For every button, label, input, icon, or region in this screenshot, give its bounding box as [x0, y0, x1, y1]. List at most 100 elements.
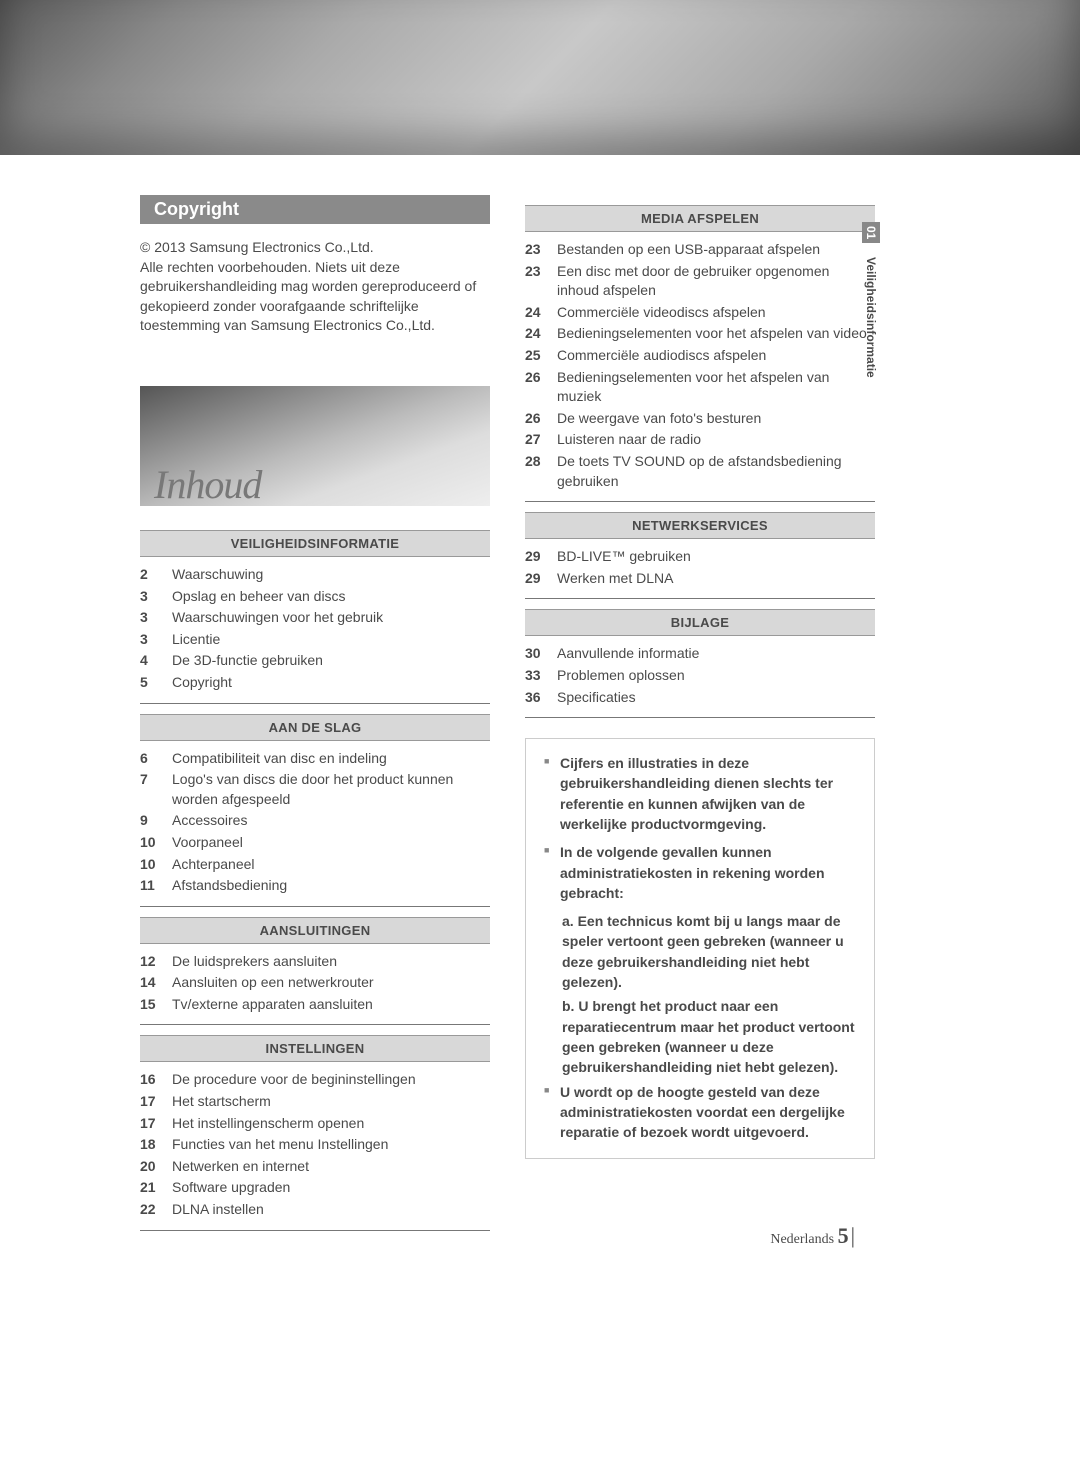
toc-page: 26	[525, 368, 557, 407]
copyright-heading: Copyright	[140, 195, 490, 224]
toc-list: 29BD-LIVE™ gebruiken29Werken met DLNA	[525, 547, 875, 599]
toc-label: Werken met DLNA	[557, 569, 875, 589]
toc-page: 22	[140, 1200, 172, 1220]
toc-item: 18Functies van het menu Instellingen	[140, 1135, 490, 1155]
toc-page: 16	[140, 1070, 172, 1090]
section-heading: AAN DE SLAG	[140, 714, 490, 741]
toc-label: DLNA instellen	[172, 1200, 490, 1220]
toc-page: 9	[140, 811, 172, 831]
toc-item: 29BD-LIVE™ gebruiken	[525, 547, 875, 567]
toc-label: De weergave van foto's besturen	[557, 409, 875, 429]
toc-label: Aansluiten op een netwerkrouter	[172, 973, 490, 993]
toc-item: 25Commerciële audiodiscs afspelen	[525, 346, 875, 366]
note-3: U wordt op de hoogte gesteld van deze ad…	[544, 1082, 866, 1143]
toc-item: 3Opslag en beheer van discs	[140, 587, 490, 607]
toc-item: 10Voorpaneel	[140, 833, 490, 853]
toc-label: Waarschuwingen voor het gebruik	[172, 608, 490, 628]
copyright-body: Alle rechten voorbehouden. Niets uit dez…	[140, 258, 490, 336]
toc-page: 29	[525, 569, 557, 589]
toc-page: 23	[525, 262, 557, 301]
toc-list: 30Aanvullende informatie33Problemen oplo…	[525, 644, 875, 718]
toc-label: Commerciële audiodiscs afspelen	[557, 346, 875, 366]
toc-page: 10	[140, 833, 172, 853]
section-heading: MEDIA AFSPELEN	[525, 205, 875, 232]
section-heading: VEILIGHEIDSINFORMATIE	[140, 530, 490, 557]
left-column: Copyright © 2013 Samsung Electronics Co.…	[140, 195, 490, 1239]
toc-item: 17Het startscherm	[140, 1092, 490, 1112]
toc-item: 30Aanvullende informatie	[525, 644, 875, 664]
toc-page: 17	[140, 1114, 172, 1134]
toc-item: 3Waarschuwingen voor het gebruik	[140, 608, 490, 628]
toc-label: Voorpaneel	[172, 833, 490, 853]
toc-label: Luisteren naar de radio	[557, 430, 875, 450]
side-tab-num: 01	[862, 222, 880, 243]
toc-page: 15	[140, 995, 172, 1015]
toc-label: Accessoires	[172, 811, 490, 831]
section-heading: AANSLUITINGEN	[140, 917, 490, 944]
section-heading: BIJLAGE	[525, 609, 875, 636]
toc-page: 14	[140, 973, 172, 993]
toc-list: 16De procedure voor de begininstellingen…	[140, 1070, 490, 1230]
toc-item: 21Software upgraden	[140, 1178, 490, 1198]
toc-page: 28	[525, 452, 557, 491]
toc-item: 9Accessoires	[140, 811, 490, 831]
toc-label: Problemen oplossen	[557, 666, 875, 686]
toc-page: 27	[525, 430, 557, 450]
side-tab: 01 Veiligheidsinformatie	[862, 222, 880, 377]
toc-label: Functies van het menu Instellingen	[172, 1135, 490, 1155]
toc-page: 3	[140, 608, 172, 628]
copyright-line1: © 2013 Samsung Electronics Co.,Ltd.	[140, 238, 490, 258]
toc-label: Een disc met door de gebruiker opgenomen…	[557, 262, 875, 301]
toc-page: 3	[140, 630, 172, 650]
toc-label: Bedieningselementen voor het afspelen va…	[557, 324, 875, 344]
toc-label: Bedieningselementen voor het afspelen va…	[557, 368, 875, 407]
page-footer: Nederlands 5|	[770, 1223, 855, 1249]
toc-page: 33	[525, 666, 557, 686]
toc-item: 11Afstandsbediening	[140, 876, 490, 896]
toc-page: 6	[140, 749, 172, 769]
toc-item: 33Problemen oplossen	[525, 666, 875, 686]
toc-page: 20	[140, 1157, 172, 1177]
toc-page: 21	[140, 1178, 172, 1198]
toc-label: Achterpaneel	[172, 855, 490, 875]
toc-label: Commerciële videodiscs afspelen	[557, 303, 875, 323]
section-heading: NETWERKSERVICES	[525, 512, 875, 539]
toc-page: 11	[140, 876, 172, 896]
toc-item: 6Compatibiliteit van disc en indeling	[140, 749, 490, 769]
note-2: In de volgende gevallen kunnen administr…	[544, 842, 866, 903]
toc-item: 5Copyright	[140, 673, 490, 693]
toc-label: Bestanden op een USB-apparaat afspelen	[557, 240, 875, 260]
inhoud-title: Inhoud	[154, 461, 261, 508]
toc-page: 2	[140, 565, 172, 585]
toc-list: 23Bestanden op een USB-apparaat afspelen…	[525, 240, 875, 502]
toc-page: 4	[140, 651, 172, 671]
toc-label: Aanvullende informatie	[557, 644, 875, 664]
toc-label: De 3D-functie gebruiken	[172, 651, 490, 671]
toc-list: 2Waarschuwing3Opslag en beheer van discs…	[140, 565, 490, 704]
toc-item: 2Waarschuwing	[140, 565, 490, 585]
toc-item: 26De weergave van foto's besturen	[525, 409, 875, 429]
toc-page: 23	[525, 240, 557, 260]
toc-item: 15Tv/externe apparaten aansluiten	[140, 995, 490, 1015]
toc-label: Waarschuwing	[172, 565, 490, 585]
toc-label: Afstandsbediening	[172, 876, 490, 896]
note-1: Cijfers en illustraties in deze gebruike…	[544, 753, 866, 834]
footer-lang: Nederlands	[770, 1232, 834, 1247]
toc-label: Opslag en beheer van discs	[172, 587, 490, 607]
side-tab-label: Veiligheidsinformatie	[864, 251, 878, 378]
toc-item: 10Achterpaneel	[140, 855, 490, 875]
toc-item: 26Bedieningselementen voor het afspelen …	[525, 368, 875, 407]
toc-item: 24Bedieningselementen voor het afspelen …	[525, 324, 875, 344]
toc-label: De luidsprekers aansluiten	[172, 952, 490, 972]
toc-label: Software upgraden	[172, 1178, 490, 1198]
toc-item: 28De toets TV SOUND op de afstandsbedien…	[525, 452, 875, 491]
toc-page: 24	[525, 324, 557, 344]
toc-page: 12	[140, 952, 172, 972]
toc-page: 24	[525, 303, 557, 323]
toc-label: Copyright	[172, 673, 490, 693]
toc-item: 23Een disc met door de gebruiker opgenom…	[525, 262, 875, 301]
toc-page: 25	[525, 346, 557, 366]
toc-list: 6Compatibiliteit van disc en indeling7Lo…	[140, 749, 490, 907]
copyright-text: © 2013 Samsung Electronics Co.,Ltd. Alle…	[140, 238, 490, 336]
toc-list: 12De luidsprekers aansluiten14Aansluiten…	[140, 952, 490, 1026]
